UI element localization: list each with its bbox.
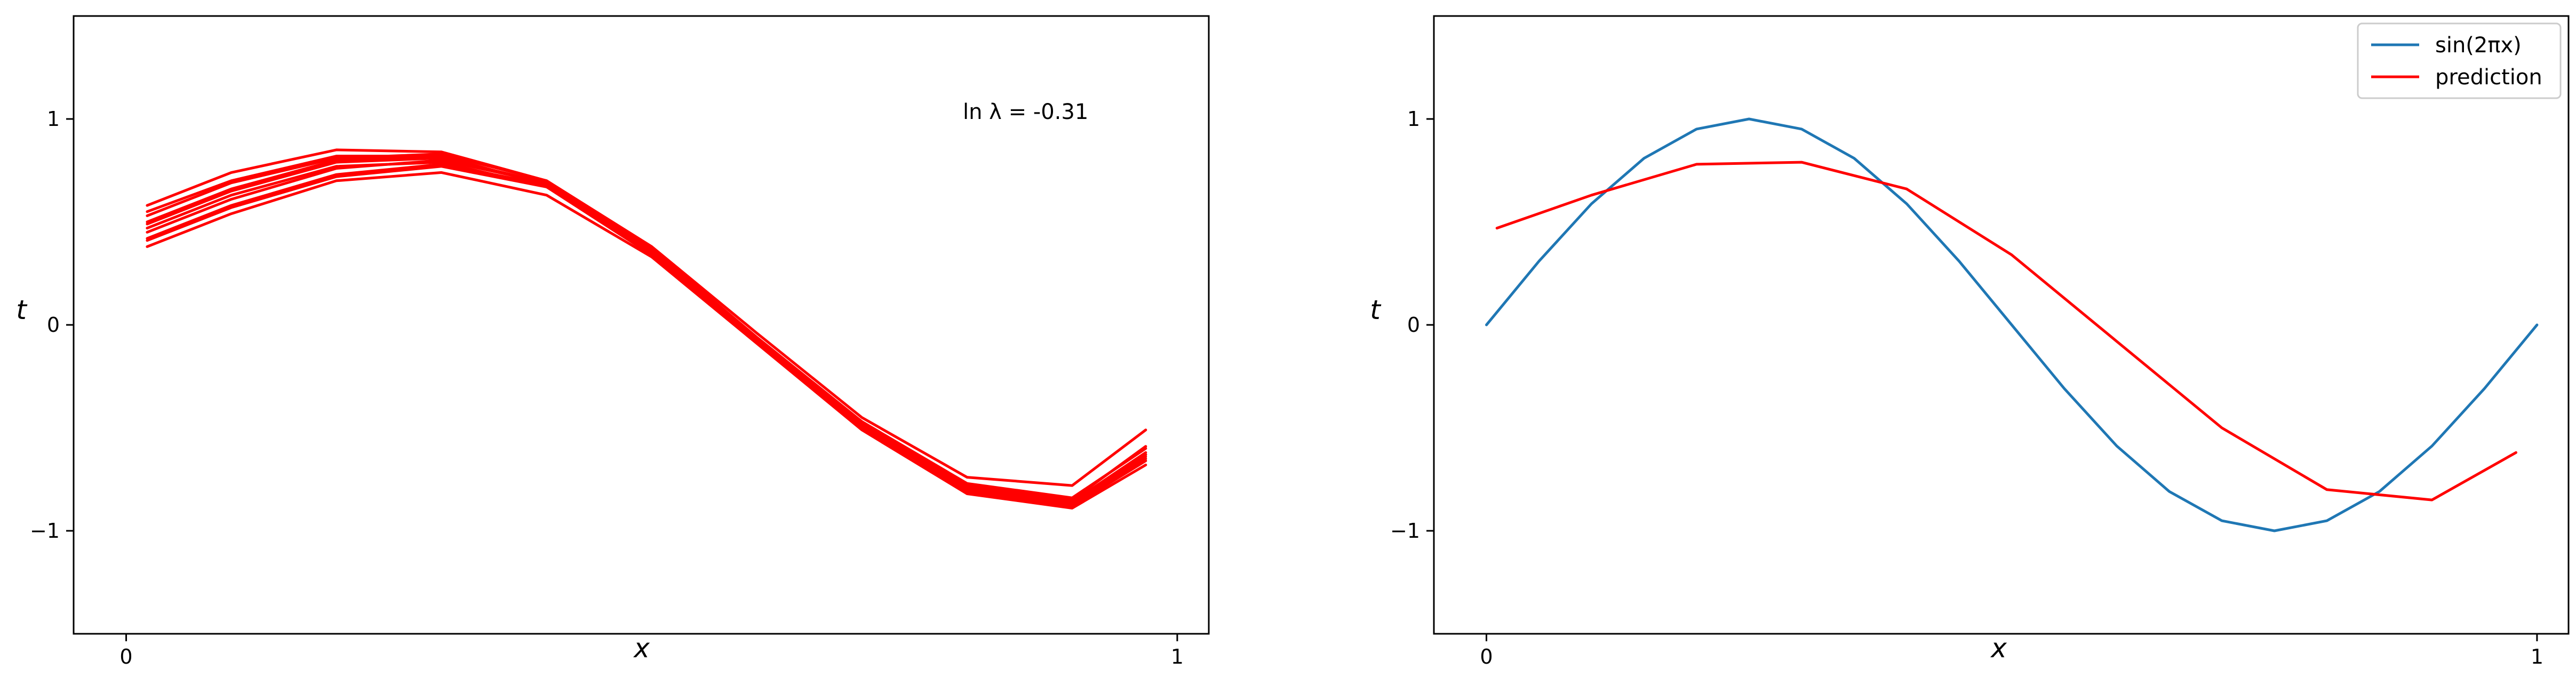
left-series-layer — [146, 148, 1147, 509]
y-tick-label: 0 — [47, 313, 60, 337]
left-series-1-line — [146, 155, 1147, 504]
right-series-layer — [1485, 117, 2539, 532]
y-tick-label: −1 — [30, 519, 60, 543]
x-tick-label: 0 — [1480, 645, 1493, 668]
left-y-axis-label: t — [16, 294, 28, 325]
left-series-6-line — [146, 153, 1147, 499]
x-tick-label: 1 — [1171, 645, 1184, 668]
left-x-axis-label: x — [633, 633, 650, 664]
x-tick-label: 0 — [119, 645, 132, 668]
left-annotation: ln λ = -0.31 — [963, 100, 1088, 124]
legend-label-sine: sin(2πx) — [2435, 33, 2522, 58]
left-series-5-line — [146, 163, 1147, 506]
left-series-3-line — [146, 158, 1147, 508]
left-series-9-line — [146, 165, 1147, 508]
right-y-axis-label: t — [1370, 294, 1382, 325]
y-tick-label: 1 — [1407, 107, 1420, 131]
y-tick-label: −1 — [1390, 519, 1420, 543]
right-series-sine-line — [1485, 117, 2539, 532]
right-x-axis-label: x — [1990, 633, 2007, 664]
y-tick-label: 0 — [1407, 313, 1420, 337]
legend-box — [2357, 22, 2562, 99]
left-series-2-line — [146, 148, 1147, 487]
legend-label-prediction: prediction — [2435, 65, 2542, 90]
y-tick-label: 1 — [47, 107, 60, 131]
left-series-7-line — [146, 161, 1147, 504]
x-tick-label: 1 — [2531, 645, 2543, 668]
right-series-prediction-line — [1495, 161, 2517, 501]
right-plot-frame — [1433, 15, 2570, 635]
left-series-8-line — [146, 155, 1147, 501]
left-y-ticks: −1 0 1 — [30, 107, 74, 543]
left-series-4-line — [146, 171, 1147, 509]
legend: sin(2πx) prediction — [2357, 22, 2562, 99]
right-y-ticks: −1 0 1 — [1390, 107, 1434, 543]
left-series-10-line — [146, 156, 1147, 506]
